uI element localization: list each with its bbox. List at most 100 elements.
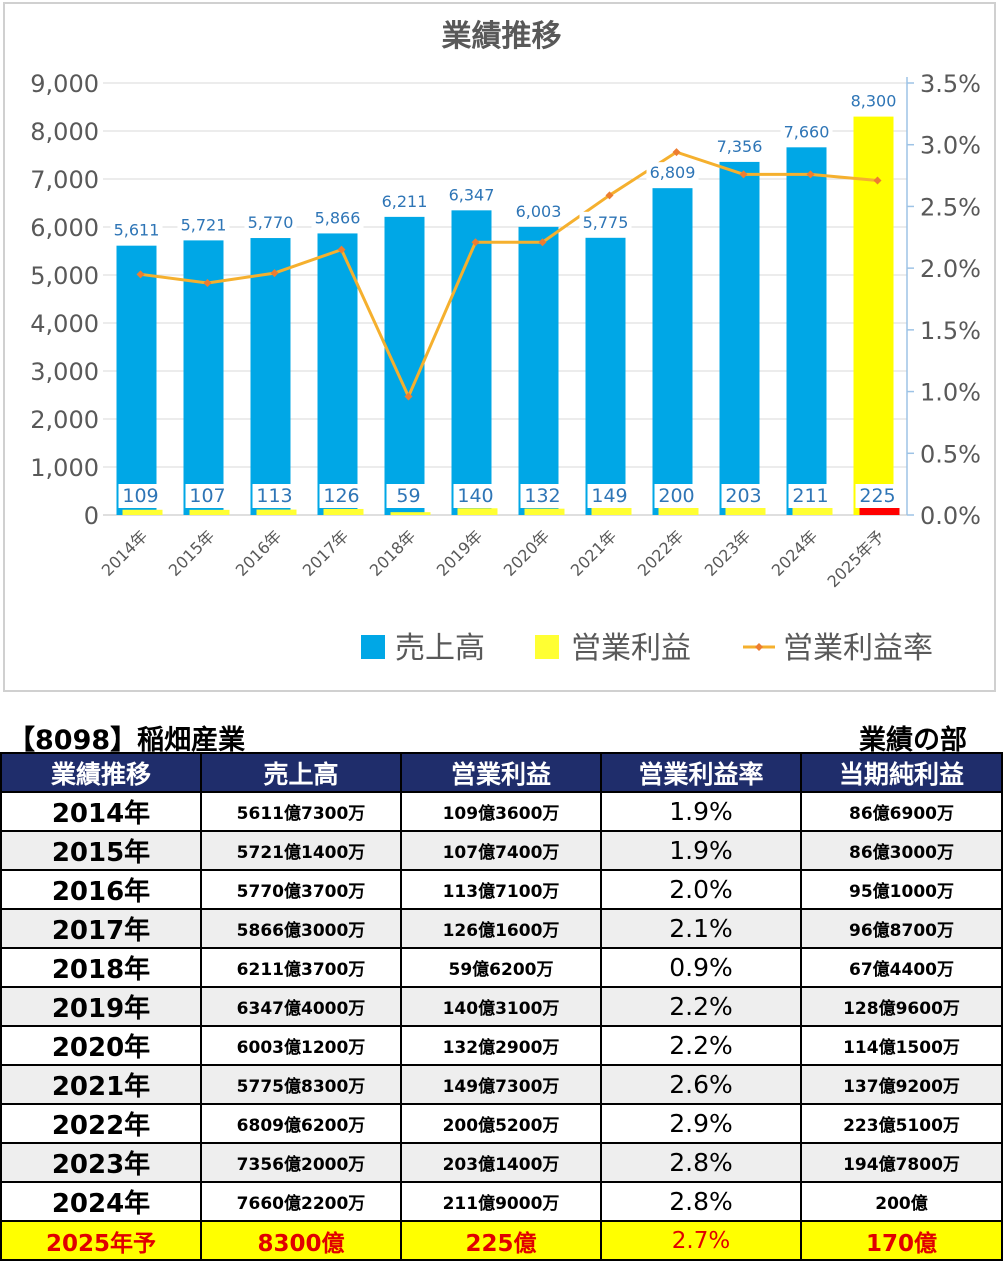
header-operating-margin: 営業利益率 — [600, 752, 802, 793]
operating-profit-label: 225 — [859, 485, 895, 507]
operating-profit-label: 126 — [323, 485, 359, 507]
table-cell: 194億7800万 — [800, 1142, 1003, 1183]
operating-margin-point — [806, 170, 815, 179]
y-left-tick-label: 3,000 — [30, 358, 99, 386]
operating-profit-bar — [189, 509, 230, 515]
legend-swatch-operating-profit — [535, 635, 559, 659]
operating-profit-label: 200 — [658, 485, 694, 507]
operating-margin-point — [873, 176, 882, 185]
header-operating-profit: 営業利益 — [400, 752, 602, 793]
table-cell: 6211億3700万 — [200, 947, 402, 988]
table-cell: 2.9% — [600, 1103, 802, 1144]
y-left-tick-label: 9,000 — [30, 70, 99, 98]
revenue-label: 6,211 — [382, 192, 428, 211]
operating-profit-label: 211 — [792, 485, 828, 507]
operating-profit-label-bg — [386, 484, 435, 508]
table-cell: 2016年 — [0, 869, 202, 910]
table-cell: 2024年 — [0, 1181, 202, 1222]
revenue-bar — [116, 245, 157, 515]
y-left-tick-label: 5,000 — [30, 262, 99, 290]
revenue-bar — [585, 237, 626, 516]
y-right-tick-label: 1.0% — [920, 379, 981, 407]
operating-profit-label-bg — [721, 484, 770, 508]
table-cell: 95億1000万 — [800, 869, 1003, 910]
operating-profit-bar — [524, 508, 565, 515]
table-cell: 5770億3700万 — [200, 869, 402, 910]
table-cell: 2015年 — [0, 830, 202, 871]
header-period: 業績推移 — [0, 752, 202, 793]
table-cell: 1.9% — [600, 830, 802, 871]
y-right-tick-label: 3.5% — [920, 70, 981, 98]
table-cell: 2.8% — [600, 1142, 802, 1183]
revenue-label: 5,721 — [181, 215, 227, 234]
operating-profit-bar — [390, 512, 431, 515]
revenue-label-bg — [445, 184, 498, 206]
table-row: 2025年予 8300億 225億 2.7% 170億 — [0, 1220, 1003, 1261]
table-cell: 203億1400万 — [400, 1142, 602, 1183]
legend-label-revenue: 売上高 — [395, 631, 485, 666]
revenue-label-bg — [646, 162, 699, 184]
revenue-bar — [518, 226, 559, 515]
operating-profit-label-bg — [654, 484, 703, 508]
table-cell: 2022年 — [0, 1103, 202, 1144]
operating-profit-label: 149 — [591, 485, 627, 507]
revenue-label: 7,356 — [717, 137, 763, 156]
performance-chart: 業績推移 0 1,000 2,000 3,000 4,000 5,000 6,000 7,000… — [3, 2, 996, 692]
x-category-label: 2017年 — [299, 526, 353, 580]
revenue-label: 6,809 — [650, 163, 696, 182]
table-cell: 2.8% — [600, 1181, 802, 1222]
table-cell: 126億1600万 — [400, 908, 602, 949]
table-cell: 5611億7300万 — [200, 791, 402, 832]
y-left-tick-label: 2,000 — [30, 406, 99, 434]
table-cell: 2.0% — [600, 869, 802, 910]
table-cell: 5775億8300万 — [200, 1064, 402, 1105]
revenue-bar — [384, 216, 425, 515]
table-cell: 132億2900万 — [400, 1025, 602, 1066]
table-cell: 86億3000万 — [800, 830, 1003, 871]
operating-margin-point — [203, 278, 212, 287]
table-row: 2024年 7660億2200万 211億9000万 2.8% 200億 — [0, 1181, 1003, 1222]
operating-profit-bar — [457, 508, 498, 515]
revenue-bar — [652, 188, 693, 515]
operating-profit-label-bg — [520, 484, 569, 508]
table-header-row: 業績推移 売上高 営業利益 営業利益率 当期純利益 — [0, 752, 1003, 793]
legend-swatch-margin-point — [755, 643, 763, 651]
operating-profit-label: 132 — [524, 485, 560, 507]
table-row: 2017年 5866億3000万 126億1600万 2.1% 96億8700万 — [0, 908, 1003, 949]
table-cell: 67億4400万 — [800, 947, 1003, 988]
table-cell: 6003億1200万 — [200, 1025, 402, 1066]
table-cell: 211億9000万 — [400, 1181, 602, 1222]
table-cell: 200億5200万 — [400, 1103, 602, 1144]
x-category-label: 2020年 — [500, 526, 554, 580]
performance-table: 業績推移 売上高 営業利益 営業利益率 当期純利益 2014年 5611億7300… — [0, 752, 1003, 1261]
operating-margin-point — [136, 270, 145, 279]
table-cell: 140億3100万 — [400, 986, 602, 1027]
operating-profit-bar — [725, 505, 766, 515]
table-cell: 2025年予 — [0, 1220, 202, 1261]
table-cell: 2017年 — [0, 908, 202, 949]
table-row: 2022年 6809億6200万 200億5200万 2.9% 223億5100万 — [0, 1103, 1003, 1144]
operating-profit-label: 109 — [122, 485, 158, 507]
table-cell: 109億3600万 — [400, 791, 602, 832]
operating-margin-point — [739, 170, 748, 179]
revenue-label-bg — [177, 214, 230, 236]
y-right-tick-label: 1.5% — [920, 317, 981, 345]
company-label: 【8098】稲畑産業 — [8, 725, 246, 756]
revenue-label: 5,866 — [315, 208, 361, 227]
revenue-bar — [451, 210, 492, 515]
table-cell: 2023年 — [0, 1142, 202, 1183]
x-category-label: 2018年 — [366, 526, 420, 580]
table-cell: 59億6200万 — [400, 947, 602, 988]
table-cell: 1.9% — [600, 791, 802, 832]
operating-profit-bar — [323, 508, 364, 515]
revenue-label: 5,775 — [583, 213, 629, 232]
section-label: 業績の部 — [859, 725, 967, 756]
table-cell: 2021年 — [0, 1064, 202, 1105]
operating-profit-bar — [122, 509, 163, 515]
operating-profit-label: 203 — [725, 485, 761, 507]
revenue-label-bg — [713, 135, 766, 157]
revenue-label: 8,300 — [851, 92, 897, 111]
operating-profit-label-bg — [788, 484, 837, 508]
table-row: 2023年 7356億2000万 203億1400万 2.8% 194億7800万 — [0, 1142, 1003, 1183]
table-cell: 7660億2200万 — [200, 1181, 402, 1222]
